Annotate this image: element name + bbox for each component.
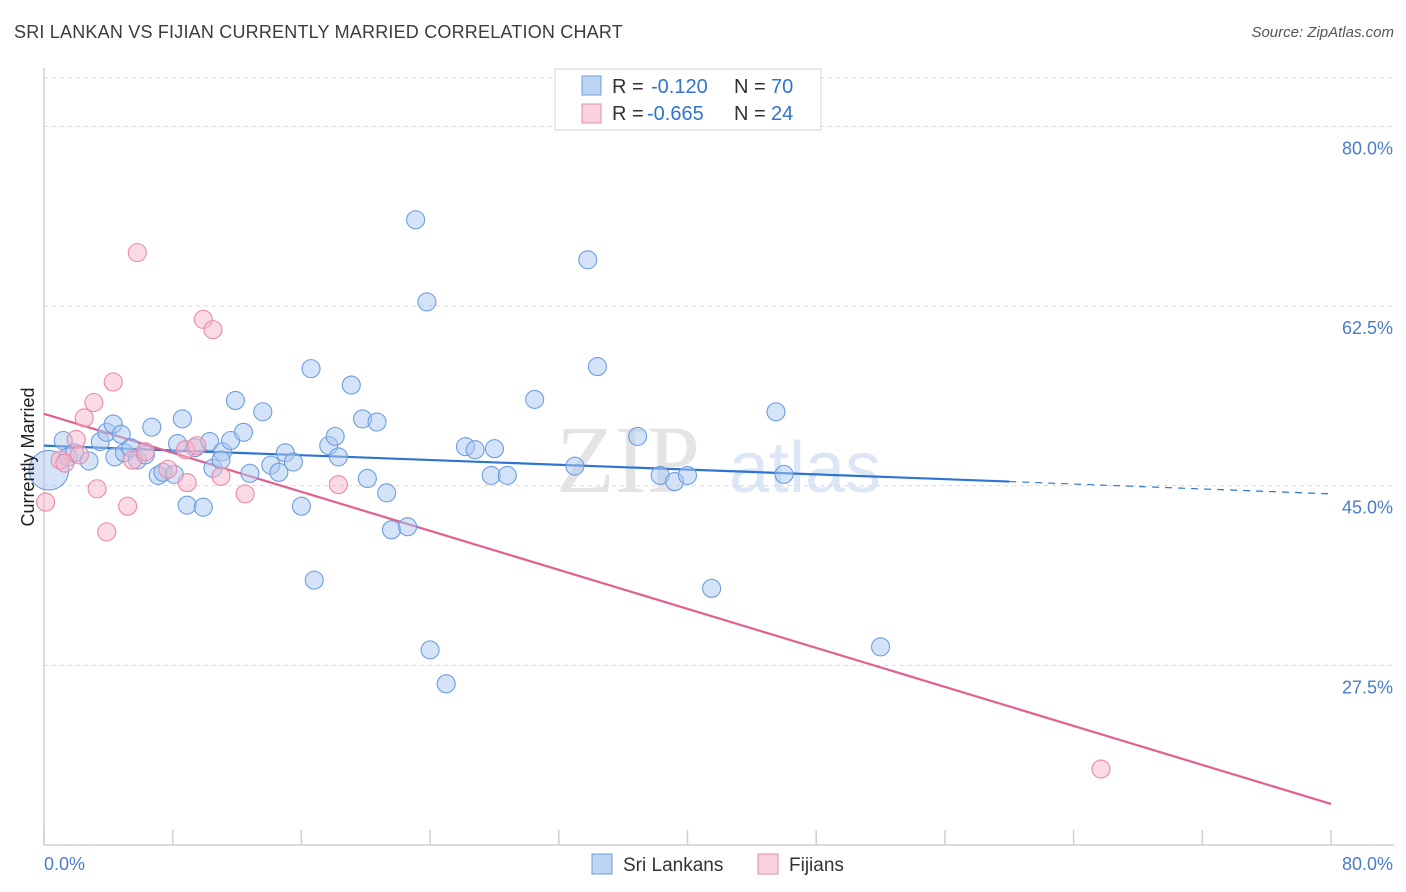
point-fijians [187,436,207,456]
point-fijians [328,475,348,495]
point-sri-lankans [357,468,377,489]
x-tick-label: 0.0% [44,854,85,874]
legend-r-label-2: R = [612,103,644,125]
tick-labels: 27.5% 45.0% 62.5% 80.0% 0.0% 80.0% [44,138,1393,874]
point-sri-lankans [341,375,361,395]
trend-line-fijians [43,412,1332,805]
point-sri-lankans [111,424,131,444]
watermark-atlas: atlas [729,428,881,508]
legend-r-value-1: -0.120 [651,76,708,98]
point-sri-lankans [565,456,585,476]
legend-swatch-sri-lankans [581,75,602,96]
point-sri-lankans [325,426,345,446]
point-fijians [1091,759,1111,779]
point-sri-lankans [484,439,505,459]
trend-line-sri-lankans [43,444,1010,483]
point-sri-lankans [233,422,254,442]
point-sri-lankans [587,357,607,377]
point-sri-lankans [417,292,437,312]
point-sri-lankans [628,426,648,446]
point-sri-lankans [436,674,456,694]
point-fijians [55,453,75,473]
point-sri-lankans [377,483,397,503]
point-sri-lankans [291,496,311,516]
legend-r-value-2: -0.665 [647,103,704,125]
bottom-legend-sri-lankans: Sri Lankans [623,855,723,876]
trend-line-sri-lankans-extension [1009,480,1332,495]
point-sri-lankans [766,402,786,422]
point-sri-lankans [578,250,598,270]
bottom-legend-fijians: Fijians [789,855,844,876]
source-credit: Source: ZipAtlas.com [1251,24,1394,41]
point-sri-lankans [177,495,197,515]
series-legend: Sri Lankans Fijians [591,853,844,876]
point-sri-lankans [269,462,289,482]
y-axis-title: Currently Married [18,387,38,526]
legend-r-label-1: R = [612,76,644,98]
point-sri-lankans [420,640,440,660]
point-sri-lankans [381,520,402,540]
point-fijians [211,466,231,486]
point-fijians [118,496,138,516]
point-fijians [235,484,255,504]
point-sri-lankans [283,452,303,472]
correlation-legend: R = -0.120 N = 70 R = -0.665 N = 24 [554,68,822,131]
point-sri-lankans [304,570,324,590]
y-tick-label: 62.5% [1342,318,1393,338]
point-fijians [135,442,155,462]
point-sri-lankans [702,578,722,598]
point-fijians [87,479,107,499]
gridlines [44,77,1394,666]
point-sri-lankans [211,450,231,470]
point-sri-lankans [301,359,321,379]
point-sri-lankans [525,389,545,409]
point-fijians [69,445,89,465]
point-fijians [84,392,104,413]
point-sri-lankans [253,402,273,422]
legend-n-value-1: 70 [771,76,793,98]
bottom-legend-swatch-fijians [757,853,779,875]
point-sri-lankans [142,417,162,437]
bottom-legend-swatch-sri-lankans [591,853,613,875]
axes [43,68,1394,846]
point-fijians [103,372,123,392]
point-fijians [203,320,223,340]
point-sri-lankans [677,465,698,485]
point-fijians [36,492,56,512]
point-sri-lankans [328,447,348,467]
legend-n-label-2: N = [734,103,766,125]
point-sri-lankans [398,517,418,537]
y-tick-label: 27.5% [1342,677,1393,697]
point-fijians [177,473,197,493]
y-tick-label: 45.0% [1342,498,1393,518]
point-sri-lankans [870,637,891,657]
point-sri-lankans [774,464,794,484]
point-fijians [127,243,147,263]
data-points [28,210,1111,779]
point-sri-lankans [497,465,517,485]
point-sri-lankans [240,463,260,483]
point-sri-lankans [172,409,192,429]
point-sri-lankans [406,210,426,230]
point-sri-lankans [465,440,485,460]
legend-n-label-1: N = [734,76,766,98]
point-fijians [66,429,86,450]
trend-lines [43,412,1332,805]
point-fijians [158,459,178,479]
legend-n-value-2: 24 [771,103,793,125]
point-sri-lankans [481,465,501,485]
point-sri-lankans [225,390,245,411]
x-tick-label: 80.0% [1342,854,1393,874]
legend-swatch-fijians [581,103,602,124]
point-fijians [74,408,94,428]
chart-title: SRI LANKAN VS FIJIAN CURRENTLY MARRIED C… [14,22,623,42]
point-sri-lankans [367,412,387,432]
y-tick-label: 80.0% [1342,138,1393,158]
point-fijians [97,522,117,542]
point-sri-lankans [193,497,213,517]
